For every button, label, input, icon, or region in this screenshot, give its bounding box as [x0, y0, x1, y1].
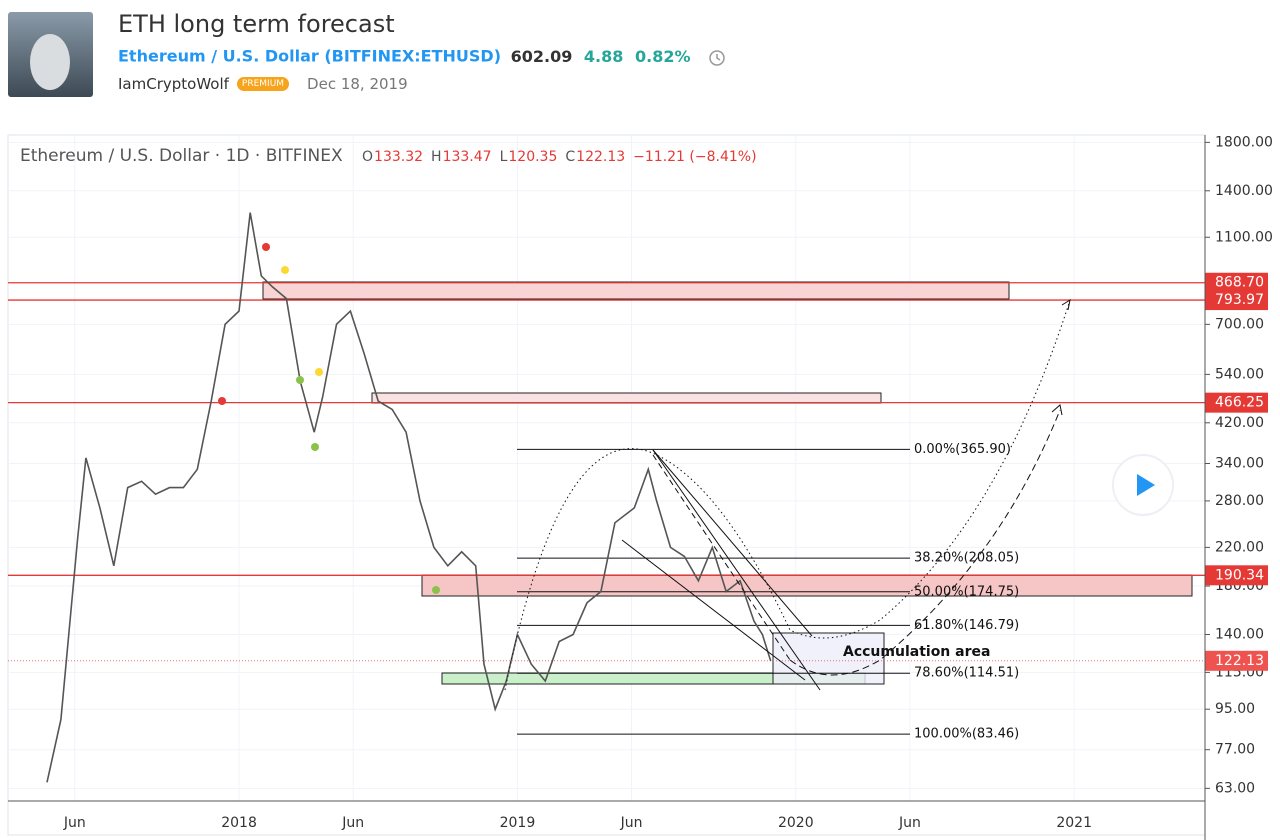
change: 4.88 [583, 46, 624, 66]
level-tag [1205, 392, 1268, 413]
fib-label: 38.20%(208.05) [914, 551, 1019, 566]
last-price-tag [1205, 650, 1268, 671]
symbol-line: Ethereum / U.S. Dollar (BITFINEX:ETHUSD)… [118, 46, 730, 68]
play-icon [1137, 474, 1155, 496]
fib-label: 100.00%(83.46) [914, 727, 1019, 742]
x-tick-label: Jun [341, 815, 364, 831]
x-tick-label: 2020 [778, 815, 814, 831]
y-tick-label: 1800.00 [1215, 134, 1273, 150]
level-label: 868.70 [1215, 275, 1264, 291]
level-label: 466.25 [1215, 395, 1264, 411]
y-tick-label: 340.00 [1215, 456, 1264, 472]
ohlc-key: L [500, 149, 508, 165]
author-line: IamCryptoWolf PREMIUM Dec 18, 2019 [118, 75, 408, 93]
change-pct: 0.82% [634, 46, 691, 66]
level-label: 793.97 [1215, 292, 1264, 308]
signal-dot [262, 243, 270, 251]
signal-dot [432, 586, 440, 594]
trend-line [621, 539, 806, 681]
ohlc-value: 133.47 [443, 149, 492, 165]
avatar-figure [30, 34, 70, 90]
chart-title: Ethereum / U.S. Dollar · 1D · BITFINEX [20, 146, 343, 166]
trend-line [652, 449, 821, 691]
fib-label: 0.00%(365.90) [914, 442, 1011, 457]
y-tick-label: 220.00 [1215, 539, 1264, 555]
y-tick-label: 77.00 [1215, 742, 1255, 758]
accumulation-box [772, 632, 885, 685]
signal-dot [311, 443, 319, 451]
idea-title: ETH long term forecast [118, 10, 395, 38]
zone [371, 392, 882, 404]
y-tick-label: 63.00 [1215, 780, 1255, 796]
trend-line [652, 449, 813, 637]
level-label: 190.34 [1215, 567, 1264, 583]
signal-dot [218, 397, 226, 405]
x-tick-label: Jun [63, 815, 86, 831]
alert-icon[interactable] [706, 46, 730, 68]
ohlc-value: 133.32 [374, 149, 423, 165]
x-tick-label: Jun [898, 815, 921, 831]
signal-dot [296, 376, 304, 384]
ohlc-value: 122.13 [576, 149, 625, 165]
signal-dot [315, 368, 323, 376]
price: 602.09 [510, 46, 573, 66]
trend-line [652, 454, 791, 661]
date: Dec 18, 2019 [307, 75, 408, 93]
fib-label: 78.60%(114.51) [914, 666, 1019, 681]
badge: PREMIUM [236, 77, 290, 91]
arrow-head [1061, 298, 1071, 311]
change: −11.21 (−8.41%) [633, 149, 756, 165]
zone [262, 281, 1010, 300]
symbol-name[interactable]: Ethereum / U.S. Dollar [118, 46, 319, 66]
last-price-label: 122.13 [1215, 653, 1264, 669]
projection-curve [789, 409, 1061, 676]
level-tag [1205, 272, 1268, 293]
annotation: Accumulation area [843, 644, 990, 660]
ohlc-key: O [362, 149, 373, 165]
signal-dot [281, 266, 289, 274]
y-tick-label: 420.00 [1215, 415, 1264, 431]
ohlc-key: C [565, 149, 575, 165]
plot-frame [7, 134, 1206, 836]
ohlc-value: 120.35 [508, 149, 557, 165]
arrow-head [1051, 404, 1063, 416]
y-tick-label: 1400.00 [1215, 183, 1273, 199]
author[interactable]: IamCryptoWolf [118, 75, 229, 93]
x-tick-label: 2018 [221, 815, 257, 831]
fib-label: 50.00%(174.75) [914, 584, 1019, 599]
y-tick-label: 95.00 [1215, 701, 1255, 717]
level-tag [1205, 565, 1268, 586]
x-tick-label: 2021 [1056, 815, 1092, 831]
x-tick-label: Jun [620, 815, 643, 831]
y-tick-label: 540.00 [1215, 366, 1264, 382]
x-tick-label: 2019 [500, 815, 536, 831]
y-tick-label: 280.00 [1215, 493, 1264, 509]
fib-label: 61.80%(146.79) [914, 618, 1019, 633]
symbol[interactable]: (BITFINEX:ETHUSD) [324, 46, 502, 66]
ohlc-key: H [431, 149, 442, 165]
price-line [46, 212, 772, 783]
drawings: 0.00%(365.90) 38.20%(208.05) 50.00%(174.75… [218, 243, 1071, 742]
level-tag [1205, 290, 1268, 311]
y-tick-label: 1100.00 [1215, 229, 1273, 245]
zone [421, 574, 1193, 597]
zones [262, 281, 1193, 685]
y-tick-label: 700.00 [1215, 316, 1264, 332]
y-tick-label: 140.00 [1215, 626, 1264, 642]
